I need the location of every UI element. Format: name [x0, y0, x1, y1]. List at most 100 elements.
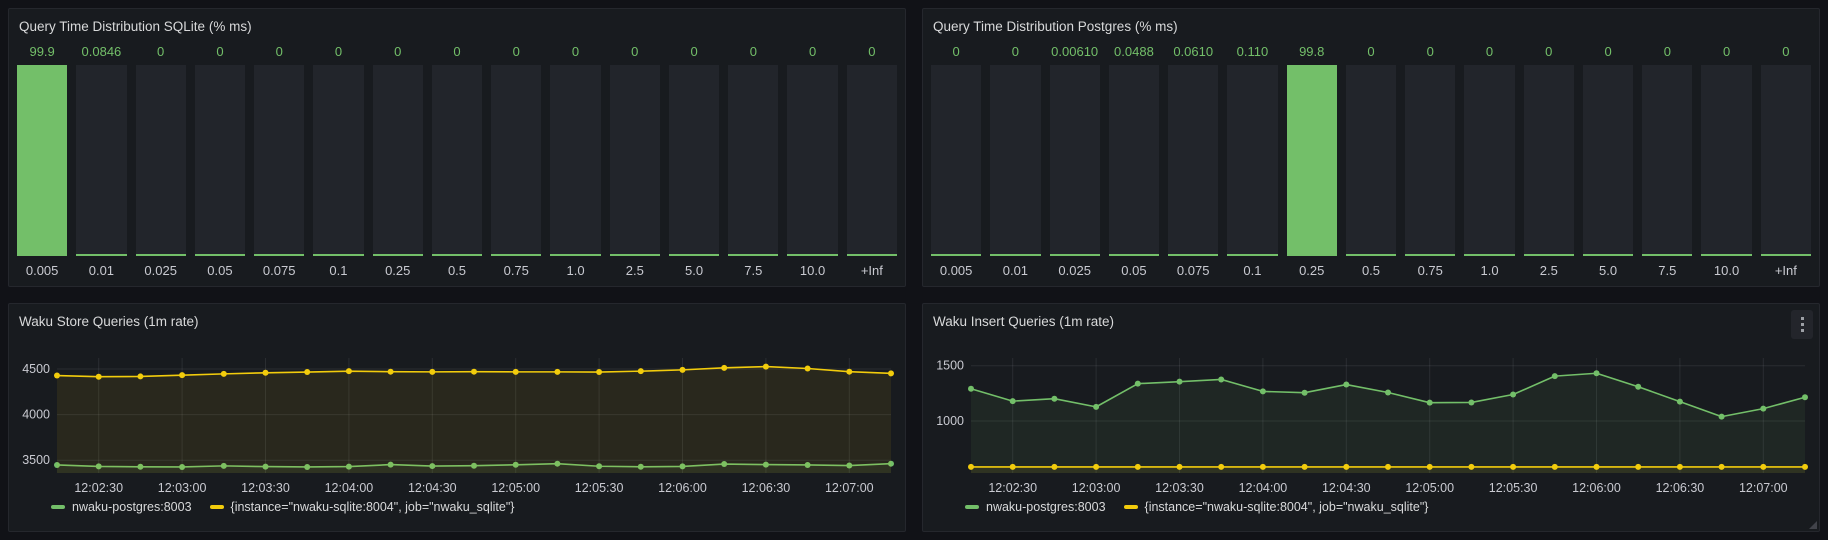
bar-track: [1345, 65, 1397, 256]
data-point: [596, 369, 603, 376]
bar-fill: [1227, 254, 1278, 256]
data-point: [1760, 463, 1767, 470]
histogram-column: 0 0.5: [1345, 43, 1397, 278]
bar-fill: [372, 254, 423, 256]
bar-fill: [1405, 254, 1456, 256]
data-point: [1551, 463, 1558, 470]
histogram-column: 0 +Inf: [846, 43, 897, 278]
series-1: [54, 363, 894, 473]
data-point: [429, 463, 436, 470]
bar-x-label: 2.5: [625, 263, 644, 278]
data-point: [637, 368, 644, 375]
bar-track: [1108, 65, 1160, 256]
legend-swatch-icon: [51, 505, 65, 509]
y-axis-tick-label: 4000: [22, 408, 50, 422]
data-point: [721, 461, 728, 468]
bar-fill: [1108, 254, 1160, 256]
histogram-column: 0 0.25: [372, 43, 423, 278]
bar-fill: [550, 254, 601, 256]
bar-track: [1523, 65, 1574, 256]
legend-item[interactable]: {instance="nwaku-sqlite:8004", job="nwak…: [1123, 500, 1428, 514]
bar-x-label: 5.0: [1599, 263, 1618, 278]
bar-fill: [1523, 254, 1574, 256]
x-axis-tick-label: 12:02:30: [988, 481, 1037, 495]
legend-item[interactable]: nwaku-postgres:8003: [965, 500, 1106, 514]
kebab-icon: [1800, 317, 1804, 320]
y-axis-tick-label: 1000: [936, 414, 964, 428]
data-point: [1385, 463, 1391, 470]
bar-track: [431, 65, 483, 256]
panel-query-time-sqlite: Query Time Distribution SQLite (% ms) 99…: [8, 8, 906, 287]
data-point: [846, 368, 853, 375]
data-point: [262, 369, 269, 376]
legend-item[interactable]: nwaku-postgres:8003: [51, 500, 192, 514]
x-axis-tick-label: 12:06:30: [742, 481, 791, 495]
store-queries-chart: 3500 4000 4500 12:02:30 12:03:00 12:03:30 12:0…: [17, 332, 897, 523]
bar-track: [254, 65, 305, 256]
x-axis-tick-label: 12:04:00: [1239, 481, 1288, 495]
bar-value-label: 0.0846: [81, 44, 122, 59]
data-point: [387, 461, 394, 468]
x-axis-tick-label: 12:05:00: [1405, 481, 1454, 495]
bar-track: [668, 65, 720, 256]
panel-title: Waku Store Queries (1m rate): [19, 314, 199, 329]
data-point: [1468, 463, 1475, 470]
x-axis-tick-label: 12:03:30: [241, 481, 290, 495]
x-axis-tick-label: 12:07:00: [1739, 481, 1788, 495]
data-point: [471, 368, 477, 375]
postgres-histogram: 0 0.005 0 0.01 0.00610 0.025 0.0488 0.05 0.0610 0…: [931, 43, 1811, 278]
data-point: [1593, 463, 1600, 470]
bar-x-label: 0.05: [1121, 263, 1147, 278]
bar-fill: [1642, 254, 1693, 256]
legend-item[interactable]: {instance="nwaku-sqlite:8004", job="nwak…: [209, 500, 514, 514]
data-point: [137, 463, 144, 470]
bar-value-label: 0: [512, 44, 520, 59]
histogram-column: 0 0.05: [194, 43, 246, 278]
data-point: [1718, 463, 1725, 470]
bar-x-label: 0.5: [1361, 263, 1381, 278]
histogram-column: 0.0846 0.01: [76, 43, 127, 278]
histogram-column: 99.9 0.005: [17, 43, 68, 278]
bar-fill: [728, 254, 779, 256]
legend-swatch-icon: [209, 505, 224, 509]
bar-value-label: 0: [334, 44, 343, 59]
data-point: [846, 462, 853, 469]
data-point: [471, 462, 477, 469]
histogram-column: 0 0.005: [931, 43, 982, 278]
data-point: [679, 463, 686, 470]
data-point: [1802, 394, 1808, 401]
y-axis-tick-label: 1500: [936, 359, 964, 373]
data-point: [179, 463, 186, 470]
data-point: [596, 463, 603, 470]
data-point: [220, 370, 227, 377]
bar-x-label: 7.5: [1658, 263, 1677, 278]
histogram-column: 0 10.0: [1701, 43, 1752, 278]
x-axis-tick-label: 12:02:30: [74, 481, 123, 495]
bar-track: [1760, 65, 1811, 256]
series-area-fill: [57, 366, 891, 473]
panel-title: Waku Insert Queries (1m rate): [933, 314, 1115, 329]
histogram-column: 0 7.5: [728, 43, 779, 278]
bar-fill: [609, 254, 660, 256]
bar-value-label: 0: [1604, 44, 1612, 59]
bar-value-label: 0: [394, 44, 402, 59]
bar-fill: [17, 65, 68, 256]
data-point: [554, 460, 561, 467]
panel-resize-handle[interactable]: [1809, 521, 1817, 529]
data-point: [637, 463, 644, 470]
data-point: [95, 373, 102, 380]
bar-x-label: 0.25: [1299, 263, 1325, 278]
bar-track: [609, 65, 660, 256]
x-axis-tick-label: 12:03:00: [158, 481, 207, 495]
data-point: [1676, 398, 1683, 405]
bar-x-label: 0.005: [939, 263, 973, 278]
bar-x-label: 0.005: [25, 263, 59, 278]
data-point: [54, 461, 60, 468]
panel-menu-button[interactable]: [1791, 310, 1813, 339]
histogram-column: 0 0.75: [491, 43, 542, 278]
panel-waku-insert-queries: Waku Insert Queries (1m rate) 1000 1500 12…: [922, 303, 1820, 532]
data-point: [137, 373, 144, 380]
bar-track: [1227, 65, 1278, 256]
bar-value-label: 0: [749, 44, 757, 59]
data-point: [54, 372, 60, 379]
